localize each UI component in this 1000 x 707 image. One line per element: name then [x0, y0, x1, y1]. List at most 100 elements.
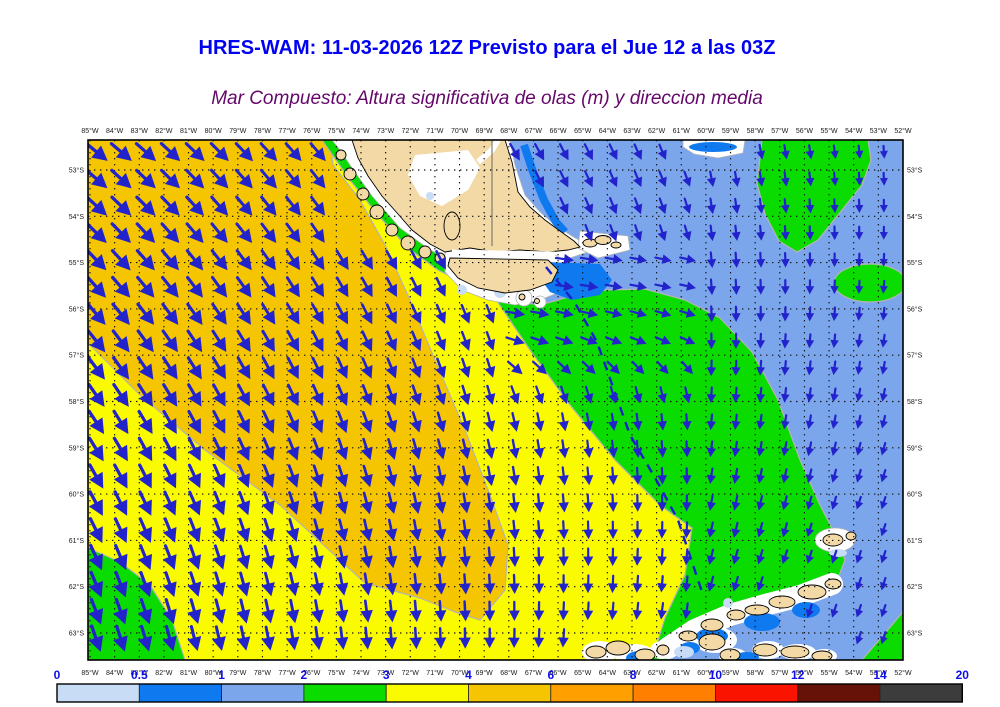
colorbar-value: 20 [956, 668, 970, 682]
colorbar-segment [715, 683, 799, 703]
lon-label-top: 61°W [673, 127, 691, 135]
wave-arrow [731, 170, 741, 187]
land-antarctic-peninsula [605, 640, 631, 656]
lon-label-top: 64°W [599, 127, 617, 135]
wave-arrow [410, 330, 422, 352]
wave-arrow [780, 333, 790, 349]
wave-arrow [583, 197, 594, 215]
wave-arrow [756, 170, 766, 187]
wave-arrow [805, 306, 815, 322]
lon-label-top: 77°W [278, 127, 296, 135]
lon-label-top: 59°W [722, 127, 740, 135]
wave-arrow [459, 519, 471, 541]
wave-arrow [285, 222, 301, 243]
wave-arrow [187, 436, 201, 462]
wave-arrow [533, 492, 545, 513]
wave-arrow [161, 329, 178, 353]
wave-arrow [335, 437, 349, 461]
wave-arrow [335, 491, 349, 515]
wave-arrow [830, 549, 839, 564]
wave-arrow [138, 463, 152, 489]
colorbar-segment [879, 683, 963, 703]
wave-arrow [187, 517, 202, 543]
page-subtitle: Mar Compuesto: Altura significativa de o… [211, 88, 763, 109]
wave-arrow [830, 198, 839, 214]
wave-arrow [459, 438, 471, 460]
wave-arrow [285, 249, 301, 271]
wave-arrow [261, 302, 276, 325]
lon-label-bottom: 76°W [303, 669, 321, 677]
wave-arrow [631, 360, 645, 375]
wave-arrow [706, 548, 716, 566]
wave-arrow [855, 198, 864, 213]
colorbar-value: 8 [630, 668, 637, 682]
lon-label-bottom: 52°W [894, 669, 912, 677]
wave-arrow [805, 279, 815, 295]
wave-arrow [410, 303, 422, 325]
patch-calm [723, 598, 733, 608]
wave-arrow [781, 549, 790, 565]
wave-arrow [756, 197, 766, 214]
lon-label-top: 72°W [402, 127, 420, 135]
land-fjord-islet [356, 187, 370, 201]
lon-label-top: 71°W [426, 127, 444, 135]
wave-arrow [654, 254, 672, 264]
wave-arrow [261, 544, 275, 570]
wave-arrow [88, 409, 105, 435]
lon-label-top: 52°W [894, 127, 912, 135]
wave-arrow [559, 169, 569, 188]
wave-arrow [580, 335, 598, 345]
wave-arrow [434, 438, 447, 460]
wave-arrow [236, 356, 251, 380]
wave-arrow [682, 386, 692, 404]
wave-arrow [137, 383, 153, 407]
wave-arrow [210, 275, 228, 298]
map-frame [87, 139, 904, 661]
wave-arrow [311, 303, 324, 325]
wave-arrow [879, 387, 888, 402]
wave-arrow [756, 413, 766, 430]
lon-label-bottom: 68°W [500, 669, 518, 677]
land-fjord-islet [400, 235, 416, 251]
wave-arrow [237, 383, 250, 407]
wave-arrow [879, 225, 888, 240]
wave-arrow [657, 413, 668, 431]
wave-arrow [410, 411, 422, 433]
wave-arrow [731, 251, 741, 268]
wave-arrow [137, 597, 153, 625]
wave-arrow [385, 572, 398, 596]
wave-arrow [434, 465, 447, 487]
land-dawson-island [443, 211, 461, 241]
wave-arrow [654, 308, 672, 318]
wave-arrow [805, 360, 815, 376]
patch-peninsula-b [735, 652, 759, 660]
wave-arrow [657, 170, 667, 188]
wave-arrow [706, 440, 717, 458]
wave-arrow [657, 494, 667, 512]
wave-arrow [756, 359, 766, 376]
wave-arrow [434, 411, 447, 433]
wave-arrow [508, 627, 520, 649]
wave-arrow [507, 360, 523, 375]
wave-arrow [780, 171, 790, 187]
colorbar-legend: 0 0.5 1 2 3 4 6 8 10 12 14 20 [54, 668, 970, 703]
lat-label-left: 59°S [69, 444, 85, 452]
wave-arrow [186, 275, 203, 298]
wave-arrow [604, 308, 623, 319]
wave-arrow [679, 335, 696, 345]
wave-arrow [335, 249, 349, 271]
wave-arrow [360, 518, 373, 542]
wave-arrow [284, 142, 302, 162]
lon-label-bottom: 84°W [106, 669, 124, 677]
wave-arrow [682, 602, 692, 620]
wave-arrow [211, 302, 227, 325]
lat-label-left: 54°S [69, 213, 85, 221]
wave-arrow [855, 441, 864, 456]
colorbar-value: 14 [873, 668, 887, 682]
wave-arrow [731, 278, 741, 296]
lon-label-top: 81°W [180, 127, 198, 135]
wave-arrow [335, 545, 349, 569]
wave-arrow [261, 625, 275, 651]
wave-arrow [530, 307, 550, 319]
wave-arrow [161, 302, 179, 325]
